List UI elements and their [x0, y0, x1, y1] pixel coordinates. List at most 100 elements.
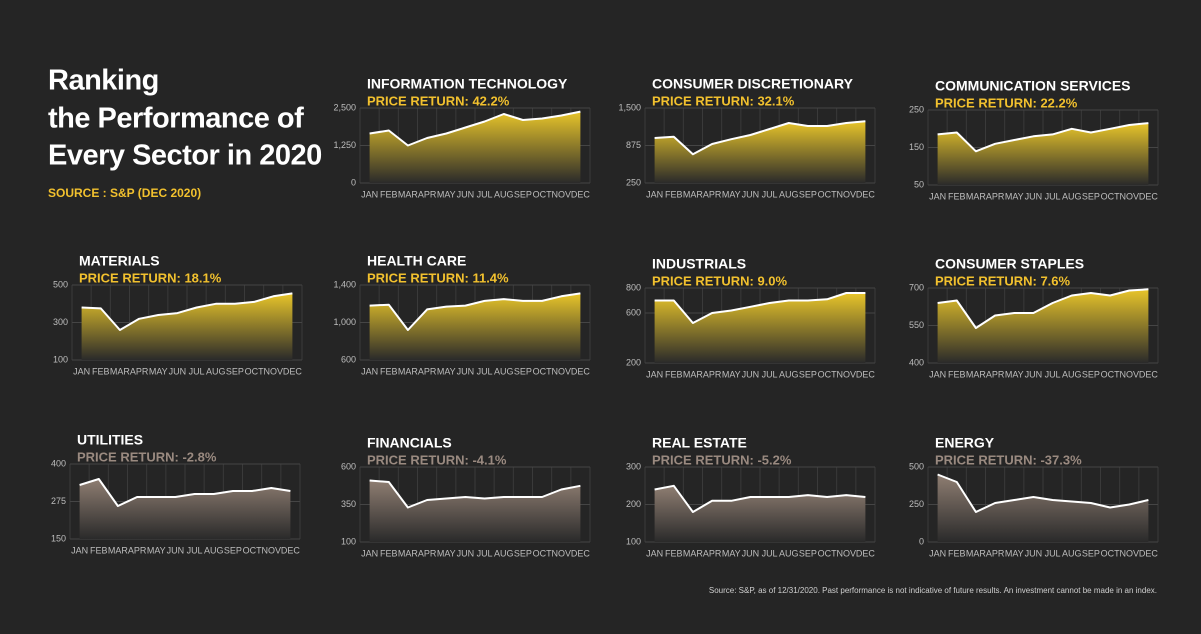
x-tick-label: OCT	[533, 366, 553, 376]
x-tick-label: MAR	[108, 545, 129, 555]
x-tick-label: MAR	[966, 191, 987, 201]
x-tick-label: MAR	[683, 189, 704, 199]
line	[79, 478, 291, 507]
footnote: Source: S&P, as of 12/31/2020. Past perf…	[709, 586, 1157, 595]
y-tick-label: 550	[909, 320, 924, 330]
x-tick-label: SEP	[514, 189, 532, 199]
x-tick-label: NOV	[836, 548, 856, 558]
x-tick-label: SEP	[226, 366, 244, 376]
x-tick-label: FEB	[948, 369, 966, 379]
x-tick-label: AUG	[494, 366, 514, 376]
x-tick-label: AUG	[494, 548, 514, 558]
y-tick-label: 200	[626, 357, 641, 367]
x-tick-label: JUN	[1025, 191, 1043, 201]
area	[937, 123, 1149, 185]
x-tick-label: AUG	[779, 548, 799, 558]
x-tick-label: DEC	[856, 369, 876, 379]
panel-subtitle: PRICE RETURN: 7.6%	[935, 273, 1071, 288]
x-tick-label: MAR	[966, 548, 987, 558]
y-tick-label: 600	[341, 354, 356, 364]
x-tick-label: MAR	[110, 366, 131, 376]
x-tick-label: JUN	[457, 366, 475, 376]
x-tick-label: MAY	[722, 369, 741, 379]
x-tick-label: FEB	[92, 366, 110, 376]
x-tick-label: JAN	[71, 545, 88, 555]
y-tick-label: 100	[341, 536, 356, 546]
x-tick-label: SEP	[514, 548, 532, 558]
x-tick-label: MAY	[1005, 191, 1024, 201]
x-tick-label: OCT	[533, 189, 553, 199]
x-tick-label: FEB	[665, 369, 683, 379]
x-tick-label: SEP	[224, 545, 242, 555]
x-tick-label: NOV	[263, 366, 283, 376]
y-tick-label: 150	[51, 533, 66, 543]
panel-title: FINANCIALS	[367, 435, 452, 451]
x-tick-label: JUN	[169, 366, 187, 376]
area	[369, 480, 581, 542]
x-tick-label: DEC	[571, 189, 591, 199]
x-tick-label: JUN	[457, 189, 475, 199]
area	[369, 111, 581, 183]
x-tick-label: OCT	[818, 369, 838, 379]
x-tick-label: MAY	[437, 366, 456, 376]
x-tick-label: DEC	[283, 366, 303, 376]
x-tick-label: JUN	[742, 369, 760, 379]
panel-title: MATERIALS	[79, 253, 160, 269]
title-line: Every Sector in 2020	[48, 140, 322, 172]
x-tick-label: AUG	[206, 366, 226, 376]
x-tick-label: OCT	[1101, 369, 1121, 379]
x-tick-label: JUN	[167, 545, 185, 555]
x-tick-label: FEB	[380, 189, 398, 199]
x-tick-label: OCT	[818, 548, 838, 558]
area	[654, 293, 866, 363]
x-tick-label: MAR	[966, 369, 987, 379]
panel-title: CONSUMER STAPLES	[935, 256, 1084, 272]
panel-subtitle: PRICE RETURN: 42.2%	[367, 93, 510, 108]
x-tick-label: JUL	[477, 548, 493, 558]
x-tick-label: MAR	[683, 548, 704, 558]
line	[369, 479, 581, 509]
x-tick-label: JUL	[762, 548, 778, 558]
x-tick-label: JUN	[742, 548, 760, 558]
panel-title: INFORMATION TECHNOLOGY	[367, 76, 568, 92]
x-tick-label: NOV	[836, 189, 856, 199]
area	[369, 293, 581, 360]
x-tick-label: JAN	[929, 548, 946, 558]
y-tick-label: 275	[51, 496, 66, 506]
x-tick-label: FEB	[948, 548, 966, 558]
x-tick-label: SEP	[799, 548, 817, 558]
x-tick-label: MAY	[722, 189, 741, 199]
x-tick-label: JAN	[361, 189, 378, 199]
x-tick-label: DEC	[571, 548, 591, 558]
x-tick-label: JUN	[457, 548, 475, 558]
x-tick-label: NOV	[551, 366, 571, 376]
y-tick-label: 400	[51, 458, 66, 468]
x-tick-label: NOV	[1119, 191, 1139, 201]
x-tick-label: MAY	[437, 548, 456, 558]
line	[937, 288, 1149, 329]
title-line: Ranking	[48, 65, 159, 97]
x-tick-label: JAN	[646, 548, 663, 558]
x-tick-label: JUL	[477, 189, 493, 199]
y-tick-label: 100	[626, 536, 641, 546]
y-tick-label: 2,500	[333, 102, 356, 112]
y-tick-label: 800	[626, 282, 641, 292]
x-tick-label: NOV	[1119, 369, 1139, 379]
x-tick-label: JAN	[646, 189, 663, 199]
panel-subtitle: PRICE RETURN: 22.2%	[935, 95, 1078, 110]
x-tick-label: OCT	[243, 545, 263, 555]
x-tick-label: MAY	[147, 545, 166, 555]
x-tick-label: SEP	[1082, 191, 1100, 201]
x-tick-label: APR	[418, 366, 437, 376]
y-tick-label: 250	[909, 499, 924, 509]
x-tick-label: JUL	[477, 366, 493, 376]
x-tick-label: APR	[986, 191, 1005, 201]
x-tick-label: OCT	[245, 366, 265, 376]
x-tick-label: JUL	[1045, 548, 1061, 558]
x-tick-label: SEP	[1082, 369, 1100, 379]
y-tick-label: 500	[909, 461, 924, 471]
panel-subtitle: PRICE RETURN: 18.1%	[79, 270, 222, 285]
x-tick-label: SEP	[1082, 548, 1100, 558]
line	[369, 110, 581, 147]
